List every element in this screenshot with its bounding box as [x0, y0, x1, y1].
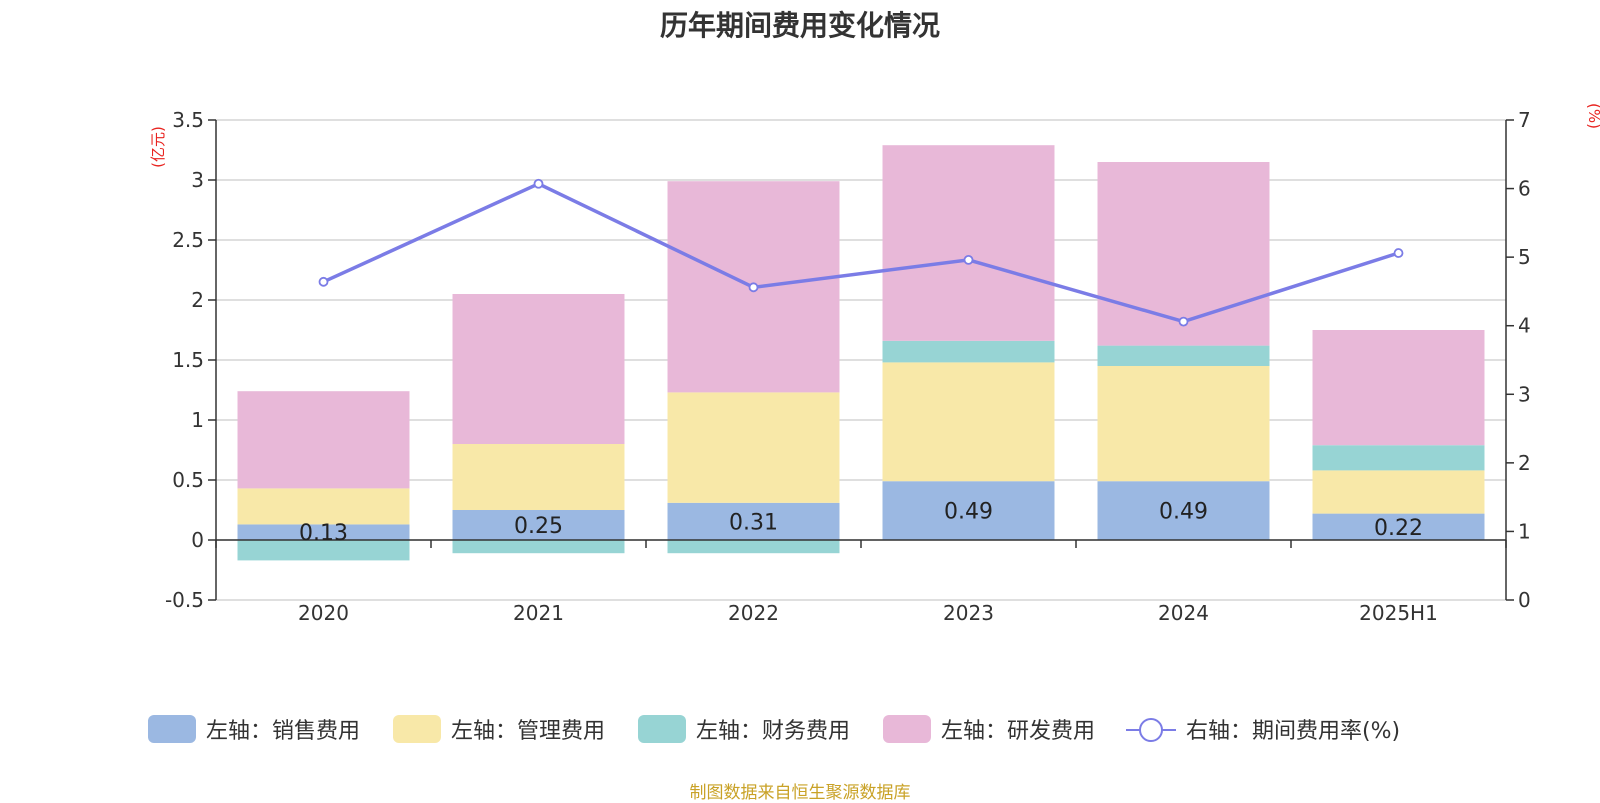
- bar-segment: [667, 502, 840, 540]
- axes: -0.5 0 0.5 1 1.5 2 2.5 3 3.5 0 1 2 3 4 5 6 7 (亿元) (%) 2020 2…: [149, 103, 1600, 625]
- legend-item[interactable]: 左轴：财务费用: [638, 715, 850, 744]
- left-tick-label: 2: [191, 288, 204, 312]
- bar-segment: [237, 524, 410, 540]
- left-tick-label: 3: [191, 168, 204, 192]
- bar-segment: [1097, 481, 1270, 540]
- bar-segment: [452, 510, 625, 540]
- legend-item[interactable]: 左轴：管理费用: [393, 715, 605, 744]
- left-tick-label: 3.5: [172, 108, 204, 132]
- left-tick-label: -0.5: [165, 588, 204, 612]
- legend-item[interactable]: 左轴：研发费用: [883, 715, 1095, 744]
- bar-segment: [882, 340, 1055, 363]
- bar-segment: [882, 481, 1055, 540]
- right-tick-label: 5: [1518, 245, 1531, 269]
- category-label: 2024: [1158, 601, 1209, 625]
- right-tick-label: 6: [1518, 177, 1531, 201]
- bar-segment: [882, 145, 1055, 341]
- bar-segment: [1312, 445, 1485, 471]
- bar-segment: [882, 362, 1055, 482]
- right-tick-label: 2: [1518, 451, 1531, 475]
- rate-point: [1393, 248, 1404, 258]
- rate-point: [748, 282, 759, 293]
- sales-value-label: 0.22: [1374, 516, 1423, 541]
- right-tick-label: 4: [1518, 314, 1531, 338]
- category-label: 2022: [728, 601, 779, 625]
- data-labels: 0.13 0.25 0.31 0.49 0.49 0.22: [299, 500, 1423, 547]
- bar-segment: [237, 391, 410, 489]
- rate-line: [318, 178, 1404, 327]
- legend-label: 左轴：销售费用: [206, 719, 360, 744]
- legend-swatch: [148, 715, 196, 743]
- left-tick-label: 2.5: [172, 228, 204, 252]
- right-tick-label: 3: [1518, 382, 1531, 406]
- bar-segment: [1097, 345, 1270, 366]
- sales-value-label: 0.13: [299, 521, 348, 546]
- bar-segment: [1312, 330, 1485, 446]
- rate-point: [533, 178, 544, 189]
- rate-point: [318, 276, 329, 287]
- legend-label: 左轴：管理费用: [451, 719, 605, 744]
- sales-value-label: 0.49: [944, 500, 993, 525]
- legend-label: 左轴：财务费用: [696, 719, 850, 744]
- left-tick-label: 0: [191, 528, 204, 552]
- sales-value-label: 0.49: [1159, 500, 1208, 525]
- category-label: 2021: [513, 601, 564, 625]
- bar-segment: [1097, 366, 1270, 482]
- category-label: 2023: [943, 601, 994, 625]
- bar-segment: [452, 444, 625, 510]
- bar-segment: [452, 294, 625, 444]
- source-note: 制图数据来自恒生聚源数据库: [689, 783, 911, 803]
- rate-point: [1178, 316, 1189, 327]
- bar-segment: [237, 488, 410, 525]
- right-tick-label: 1: [1518, 519, 1531, 543]
- legend-label: 左轴：研发费用: [941, 719, 1095, 744]
- legend-swatch: [883, 715, 931, 743]
- right-axis-unit: (%): [1585, 103, 1600, 129]
- legend-swatch: [638, 715, 686, 743]
- left-axis-unit: (亿元): [149, 126, 167, 168]
- bar-segment: [1312, 513, 1485, 540]
- sales-value-label: 0.31: [729, 510, 778, 535]
- category-label: 2020: [298, 601, 349, 625]
- legend-swatch: [393, 715, 441, 743]
- right-tick-label: 0: [1518, 588, 1531, 612]
- left-tick-label: 1.5: [172, 348, 204, 372]
- legend-label: 右轴：期间费用率(%): [1186, 719, 1400, 744]
- rate-point: [963, 254, 974, 265]
- bar-segment: [1312, 470, 1485, 514]
- chart-title: 历年期间费用变化情况: [659, 9, 940, 42]
- bar-segment: [237, 540, 410, 561]
- bar-segment: [452, 540, 625, 554]
- legend: 左轴：销售费用 左轴：管理费用 左轴：财务费用 左轴：研发费用 右轴：期间费用率(%): [148, 715, 1400, 744]
- bar-segment: [667, 392, 840, 503]
- category-label: 2025H1: [1359, 601, 1438, 625]
- left-tick-label: 1: [191, 408, 204, 432]
- bar-segment: [667, 540, 840, 554]
- bars: [237, 145, 1485, 561]
- sales-value-label: 0.25: [514, 514, 563, 539]
- legend-item[interactable]: 右轴：期间费用率(%): [1126, 718, 1400, 744]
- left-tick-label: 0.5: [172, 468, 204, 492]
- bar-segment: [1097, 162, 1270, 346]
- legend-circle-icon: [1139, 718, 1163, 742]
- legend-item[interactable]: 左轴：销售费用: [148, 715, 360, 744]
- rate-line-path: [322, 181, 1400, 324]
- right-tick-label: 7: [1518, 108, 1531, 132]
